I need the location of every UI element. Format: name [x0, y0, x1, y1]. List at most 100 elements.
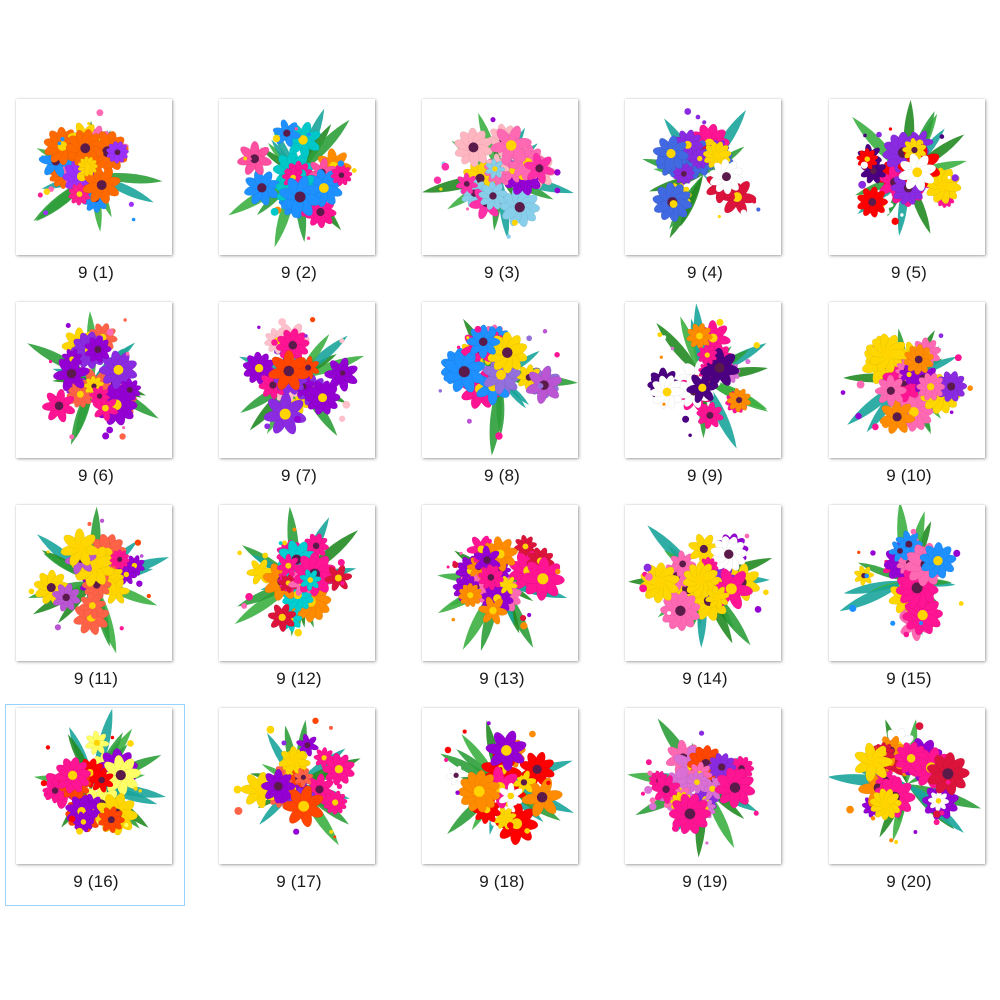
file-name-label[interactable]: 9 (11): [73, 669, 119, 688]
flower-shape: [854, 742, 893, 782]
flower-shape: [652, 182, 693, 223]
file-thumbnail[interactable]: [219, 505, 375, 661]
file-name-label[interactable]: 9 (10): [886, 466, 932, 485]
file-tile[interactable]: 9 (20): [818, 707, 998, 905]
file-tile[interactable]: 9 (4): [614, 98, 794, 296]
file-name-label[interactable]: 9 (8): [484, 466, 520, 485]
flower-bouquet-image: [642, 108, 761, 239]
file-thumbnail[interactable]: [625, 99, 781, 255]
flower-shape: [478, 596, 508, 625]
flower-shape: [272, 119, 301, 148]
flower-shape: [696, 401, 724, 430]
flower-shape: [65, 129, 105, 168]
file-thumbnail[interactable]: [625, 302, 781, 458]
flower-shape: [279, 175, 322, 218]
file-thumbnail[interactable]: [829, 505, 985, 661]
file-tile[interactable]: 9 (17): [208, 707, 388, 905]
flower-shape: [525, 366, 563, 404]
flower-shape: [898, 153, 937, 192]
flower-bouquet-image: [627, 718, 759, 858]
file-tile[interactable]: 9 (14): [614, 504, 794, 702]
flower-shape: [244, 169, 280, 206]
file-thumbnail[interactable]: [16, 99, 172, 255]
file-tile[interactable]: 9 (13): [411, 504, 591, 702]
flower-shape: [299, 569, 322, 592]
file-name-label[interactable]: 9 (9): [687, 466, 723, 485]
leaf-shape: [839, 581, 907, 612]
file-tile[interactable]: 9 (5): [818, 98, 998, 296]
file-name-label[interactable]: 9 (7): [281, 466, 317, 485]
file-tile[interactable]: 9 (8): [411, 301, 591, 499]
flower-shape: [685, 770, 709, 794]
flower-shape: [523, 152, 555, 184]
file-name-label[interactable]: 9 (3): [484, 263, 520, 282]
file-name-label[interactable]: 9 (2): [281, 263, 317, 282]
file-name-label[interactable]: 9 (15): [886, 669, 932, 688]
file-name-label[interactable]: 9 (12): [276, 669, 322, 688]
file-name-label[interactable]: 9 (14): [682, 669, 728, 688]
flower-shape: [457, 770, 501, 813]
file-name-label[interactable]: 9 (4): [687, 263, 723, 282]
file-name-label[interactable]: 9 (5): [891, 263, 927, 282]
file-tile[interactable]: 9 (1): [5, 98, 185, 296]
file-tile[interactable]: 9 (18): [411, 707, 591, 905]
flower-shape: [714, 767, 756, 809]
file-tile[interactable]: 9 (3): [411, 98, 591, 296]
flower-shape: [705, 585, 730, 610]
flower-bouquet-image: [840, 328, 973, 435]
file-thumbnail[interactable]: [219, 302, 375, 458]
flower-bouquet-image: [33, 708, 166, 836]
file-name-label[interactable]: 9 (1): [78, 263, 114, 282]
flower-bouquet-image: [438, 318, 578, 456]
file-tile[interactable]: 9 (9): [614, 301, 794, 499]
flower-shape: [466, 324, 501, 359]
file-thumbnail[interactable]: [422, 708, 578, 864]
flower-shape: [51, 583, 81, 612]
file-thumbnail[interactable]: [829, 708, 985, 864]
flower-shape: [85, 730, 110, 755]
flower-shape: [493, 806, 517, 830]
flower-shape: [498, 782, 523, 810]
file-tile[interactable]: 9 (6): [5, 301, 185, 499]
file-name-label[interactable]: 9 (18): [479, 872, 525, 891]
file-name-label[interactable]: 9 (6): [78, 466, 114, 485]
file-thumbnail[interactable]: [219, 708, 375, 864]
file-name-label[interactable]: 9 (20): [886, 872, 932, 891]
flower-shape: [926, 752, 970, 796]
file-thumbnail[interactable]: [422, 302, 578, 458]
leaf-shape: [297, 119, 350, 175]
file-name-label[interactable]: 9 (19): [682, 872, 728, 891]
file-thumbnail[interactable]: [829, 302, 985, 458]
file-thumbnail[interactable]: [422, 99, 578, 255]
file-tile[interactable]: 9 (11): [5, 504, 185, 702]
file-tile[interactable]: 9 (10): [818, 301, 998, 499]
flower-shape: [109, 549, 130, 570]
file-tile[interactable]: 9 (19): [614, 707, 794, 905]
file-thumbnail[interactable]: [16, 708, 172, 864]
flower-shape: [60, 528, 100, 567]
flower-shape: [458, 582, 483, 608]
file-thumbnail[interactable]: [16, 302, 172, 458]
file-name-label[interactable]: 9 (17): [276, 872, 322, 891]
file-tile[interactable]: 9 (15): [818, 504, 998, 702]
file-name-label[interactable]: 9 (13): [479, 669, 525, 688]
file-name-label[interactable]: 9 (16): [73, 872, 119, 891]
file-thumbnail[interactable]: [625, 505, 781, 661]
file-tile[interactable]: 9 (7): [208, 301, 388, 499]
flower-shape: [688, 533, 720, 566]
file-thumbnail[interactable]: [829, 99, 985, 255]
file-tile[interactable]: 9 (12): [208, 504, 388, 702]
file-tile[interactable]: 9 (16): [5, 704, 185, 906]
file-tile[interactable]: 9 (2): [208, 98, 388, 296]
file-thumbnail[interactable]: [625, 708, 781, 864]
flower-shape: [699, 777, 725, 801]
flower-shape: [41, 388, 76, 423]
flower-shape: [511, 770, 537, 795]
flower-shape: [324, 564, 353, 592]
file-thumbnail[interactable]: [219, 99, 375, 255]
file-thumbnail[interactable]: [16, 505, 172, 661]
file-thumbnail[interactable]: [422, 505, 578, 661]
flower-shape: [304, 380, 341, 415]
flower-shape: [293, 767, 314, 788]
